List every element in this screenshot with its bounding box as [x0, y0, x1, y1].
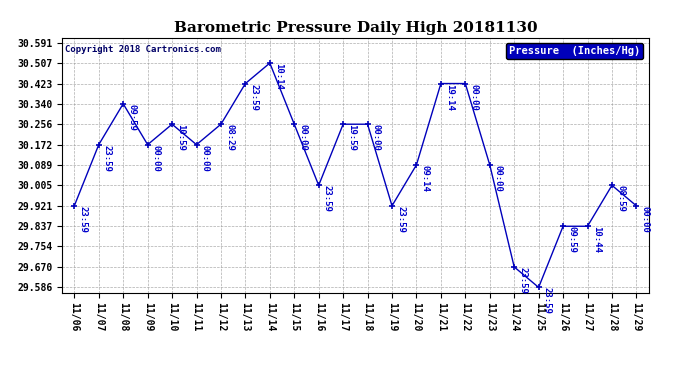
Text: 23:59: 23:59	[79, 206, 88, 232]
Text: 09:59: 09:59	[567, 226, 576, 253]
Title: Barometric Pressure Daily High 20181130: Barometric Pressure Daily High 20181130	[174, 21, 537, 35]
Legend: Pressure  (Inches/Hg): Pressure (Inches/Hg)	[506, 43, 643, 59]
Text: 10:59: 10:59	[176, 124, 185, 151]
Text: 19:14: 19:14	[445, 84, 454, 110]
Text: 23:59: 23:59	[323, 185, 332, 212]
Text: 09:59: 09:59	[128, 104, 137, 130]
Text: 00:00: 00:00	[201, 145, 210, 171]
Text: 08:59: 08:59	[616, 185, 625, 212]
Text: 23:59: 23:59	[396, 206, 405, 232]
Text: 23:59: 23:59	[103, 145, 112, 171]
Text: 10:44: 10:44	[591, 226, 601, 253]
Text: 00:00: 00:00	[152, 145, 161, 171]
Text: 00:00: 00:00	[298, 124, 308, 151]
Text: 19:59: 19:59	[347, 124, 356, 151]
Text: 00:00: 00:00	[640, 206, 649, 232]
Text: Copyright 2018 Cartronics.com: Copyright 2018 Cartronics.com	[65, 45, 221, 54]
Text: 08:29: 08:29	[225, 124, 234, 151]
Text: 09:14: 09:14	[421, 165, 430, 192]
Text: 10:14: 10:14	[274, 63, 283, 90]
Text: 23:59: 23:59	[543, 287, 552, 314]
Text: 00:00: 00:00	[494, 165, 503, 192]
Text: 00:00: 00:00	[372, 124, 381, 151]
Text: 00:00: 00:00	[469, 84, 478, 110]
Text: 23:59: 23:59	[250, 84, 259, 110]
Text: 23:59: 23:59	[518, 267, 527, 294]
